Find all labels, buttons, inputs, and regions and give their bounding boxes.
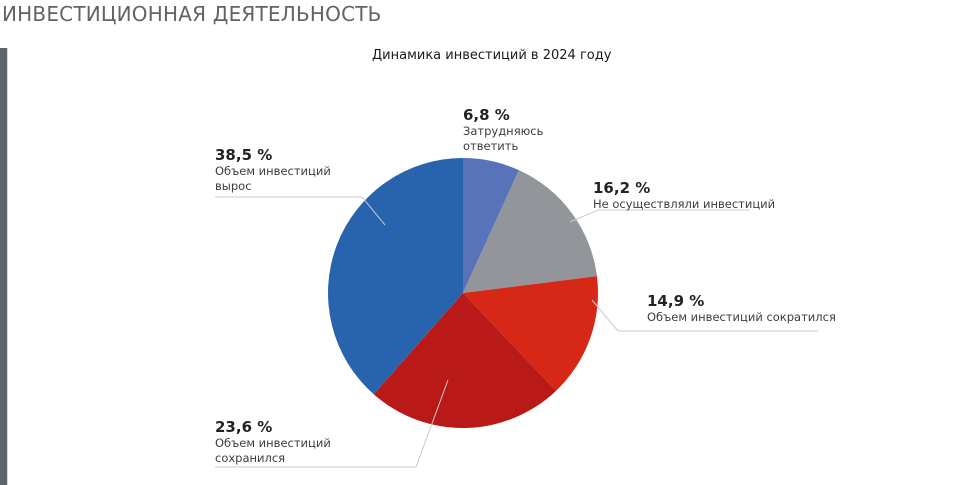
label-hard-to-answer: 6,8 % Затрудняюсь ответить [463,106,543,154]
slice-decreased [463,276,599,391]
side-accent-bar-edge [7,48,8,485]
label-increased: 38,5 % Объем инвестиций вырос [215,146,331,194]
slice-value: 23,6 % [215,418,273,436]
chart-title: Динамика инвестиций в 2024 году [372,48,612,63]
slice-label-line2: сохранился [215,451,286,465]
slice-value: 38,5 % [215,146,273,164]
slice-no-investment [463,170,597,293]
slice-value: 16,2 % [593,179,651,197]
label-decreased: 14,9 % Объем инвестиций сократился [647,292,836,325]
label-no-investment: 16,2 % Не осуществляли инвестиций [593,179,775,212]
slice-hard-to-answer [463,158,519,293]
slice-value: 14,9 % [647,292,705,310]
slice-label-line1: Объем инвестиций сократился [647,310,836,324]
slice-label-line1: Затрудняюсь [463,124,544,138]
slice-label-line2: ответить [463,139,519,153]
slice-label-line1: Объем инвестиций [215,436,331,450]
label-unchanged: 23,6 % Объем инвестиций сохранился [215,418,331,466]
slice-label-line1: Объем инвестиций [215,164,331,178]
slice-increased [328,158,463,395]
slice-unchanged [373,293,557,428]
pie-slices [328,158,599,428]
slice-value: 6,8 % [463,106,510,124]
slice-label-line2: вырос [215,179,252,193]
leader-lines [215,196,818,468]
slice-label-line1: Не осуществляли инвестиций [593,197,776,211]
side-accent-bar [0,48,7,485]
section-title: ИНВЕСТИЦИОННАЯ ДЕЯТЕЛЬНОСТЬ [2,2,382,26]
